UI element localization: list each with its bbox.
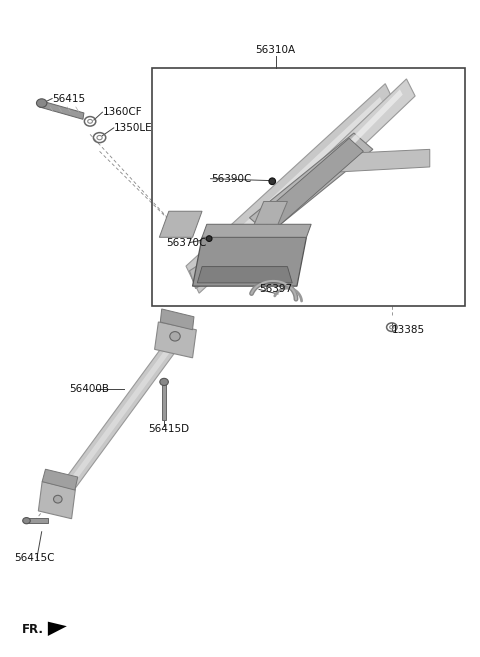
Polygon shape — [254, 202, 288, 224]
Text: 56397: 56397 — [259, 284, 292, 294]
Ellipse shape — [170, 332, 180, 341]
Polygon shape — [329, 89, 403, 167]
Text: 56400B: 56400B — [69, 384, 109, 394]
Polygon shape — [250, 133, 373, 234]
Polygon shape — [42, 469, 78, 490]
Text: 56370C: 56370C — [167, 238, 207, 248]
Polygon shape — [160, 309, 194, 330]
Polygon shape — [190, 222, 272, 288]
Polygon shape — [55, 337, 178, 505]
Polygon shape — [48, 622, 67, 636]
Polygon shape — [159, 212, 202, 237]
Polygon shape — [39, 101, 84, 120]
Polygon shape — [155, 322, 196, 358]
Polygon shape — [38, 482, 75, 519]
Text: 56390C: 56390C — [212, 173, 252, 184]
Polygon shape — [162, 384, 166, 420]
Text: 56415C: 56415C — [14, 553, 55, 563]
Text: 1350LE: 1350LE — [114, 123, 153, 133]
Polygon shape — [186, 83, 398, 293]
Polygon shape — [335, 149, 430, 172]
Text: 56415: 56415 — [53, 93, 86, 104]
Text: 1360CF: 1360CF — [102, 107, 142, 117]
Text: 56415D: 56415D — [148, 424, 190, 434]
Polygon shape — [192, 237, 306, 286]
Ellipse shape — [36, 99, 47, 107]
Polygon shape — [321, 79, 415, 177]
Text: 56310A: 56310A — [255, 45, 296, 55]
Text: FR.: FR. — [22, 623, 44, 636]
Polygon shape — [195, 97, 385, 279]
Ellipse shape — [206, 236, 212, 242]
Text: 13385: 13385 — [392, 325, 425, 335]
Polygon shape — [25, 518, 48, 523]
Polygon shape — [259, 138, 363, 231]
Ellipse shape — [54, 495, 62, 503]
Ellipse shape — [23, 518, 30, 524]
Bar — [152, 68, 466, 306]
Polygon shape — [197, 267, 292, 283]
Polygon shape — [57, 340, 175, 501]
Ellipse shape — [160, 378, 168, 386]
Polygon shape — [202, 224, 311, 237]
Ellipse shape — [269, 178, 276, 185]
